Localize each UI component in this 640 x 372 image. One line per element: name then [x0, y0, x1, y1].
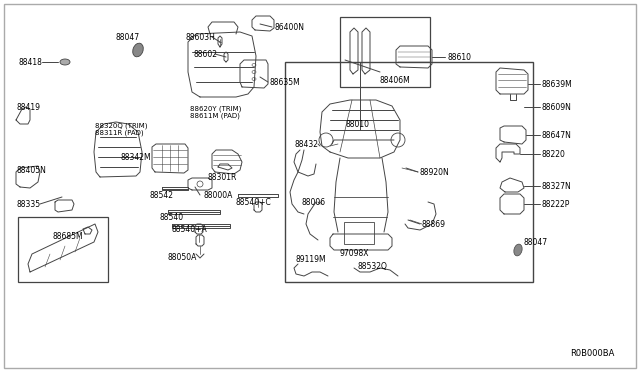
- Bar: [18, 217, 108, 282]
- Text: 88222P: 88222P: [542, 199, 570, 208]
- Text: 88540+A: 88540+A: [172, 224, 208, 234]
- Text: 88685M: 88685M: [52, 231, 83, 241]
- Text: 88620Y (TRIM): 88620Y (TRIM): [190, 106, 241, 112]
- Text: 88010: 88010: [346, 119, 370, 128]
- Text: R0B000BA: R0B000BA: [571, 350, 615, 359]
- Text: 88405N: 88405N: [16, 166, 46, 174]
- Text: 88047: 88047: [115, 32, 139, 42]
- Text: 88647N: 88647N: [542, 131, 572, 140]
- Text: 88869: 88869: [422, 219, 446, 228]
- Text: 88540+C: 88540+C: [236, 198, 272, 206]
- Text: 88406M: 88406M: [380, 76, 411, 84]
- Text: 88610: 88610: [448, 52, 472, 61]
- Text: 88342M: 88342M: [120, 153, 150, 161]
- Text: 88542: 88542: [150, 190, 174, 199]
- Ellipse shape: [132, 43, 143, 57]
- Text: 88432: 88432: [295, 140, 319, 148]
- Text: 88540: 88540: [160, 212, 184, 221]
- Text: 88418: 88418: [18, 58, 42, 67]
- Text: 88639M: 88639M: [542, 80, 573, 89]
- Text: 88609N: 88609N: [542, 103, 572, 112]
- Text: 97098X: 97098X: [340, 250, 369, 259]
- Text: 88532Q: 88532Q: [358, 263, 388, 272]
- Text: 86400N: 86400N: [275, 22, 305, 32]
- Text: 88603H: 88603H: [185, 32, 215, 42]
- Text: 88335: 88335: [16, 199, 40, 208]
- Text: 88320Q (TRIM): 88320Q (TRIM): [95, 123, 147, 129]
- Ellipse shape: [60, 59, 70, 65]
- Text: 88327N: 88327N: [542, 182, 572, 190]
- Text: 88602: 88602: [193, 49, 217, 58]
- Text: 88220: 88220: [542, 150, 566, 158]
- Bar: [340, 17, 430, 87]
- Text: 88920N: 88920N: [420, 167, 450, 176]
- Bar: [285, 62, 533, 282]
- Text: 88301R: 88301R: [208, 173, 237, 182]
- Text: 88000A: 88000A: [203, 190, 232, 199]
- Text: 88611M (PAD): 88611M (PAD): [190, 113, 240, 119]
- Ellipse shape: [514, 244, 522, 256]
- Text: 88419: 88419: [16, 103, 40, 112]
- Text: 88635M: 88635M: [270, 77, 301, 87]
- Text: 88311R (PAD): 88311R (PAD): [95, 130, 143, 136]
- Text: 89119M: 89119M: [296, 256, 326, 264]
- Bar: [344, 222, 374, 244]
- Text: 88006: 88006: [302, 198, 326, 206]
- Text: 88047: 88047: [524, 237, 548, 247]
- Text: 88050A: 88050A: [168, 253, 197, 262]
